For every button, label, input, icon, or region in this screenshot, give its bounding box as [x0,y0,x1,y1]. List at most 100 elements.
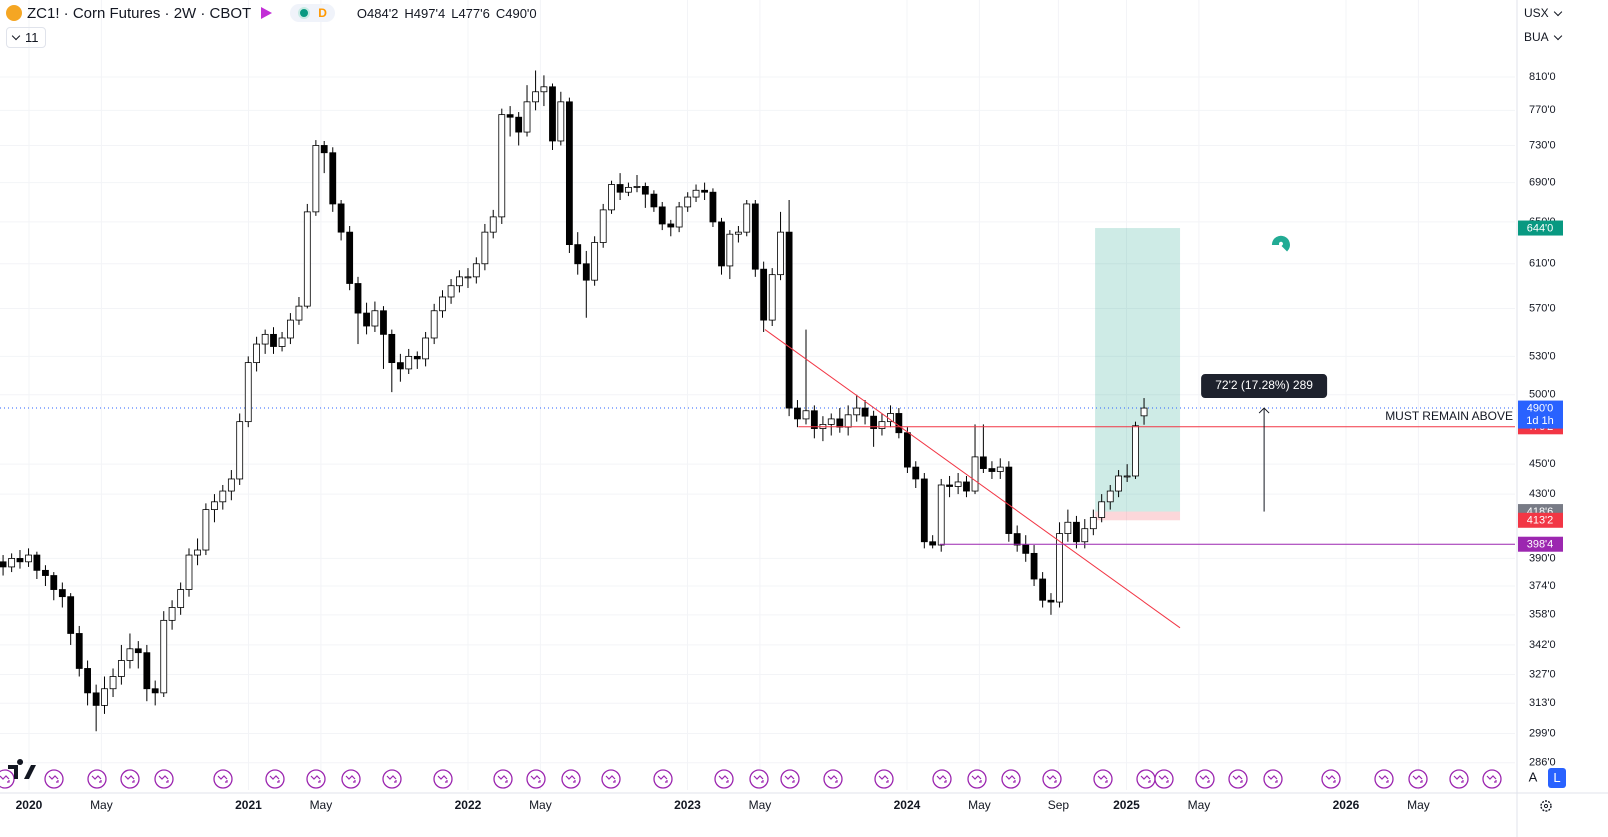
ohlc-values: O484'2 H497'4 L477'6 C490'0 [357,6,543,21]
x-tick-label: May [90,798,113,812]
candle-body [50,575,58,590]
magnet-icon[interactable] [1271,235,1290,252]
y-tick-label: 313'0 [1529,697,1556,709]
candle-body [608,184,615,211]
event-icon [493,769,513,789]
event-icon [526,769,546,789]
x-tick-label: 2026 [1333,798,1360,812]
candle-body [320,145,328,154]
event-icon [213,769,233,789]
event-icon [780,769,800,789]
candle-body [33,554,41,571]
event-icon [1449,769,1469,789]
event-arrow [437,775,448,783]
event-arrow [386,775,397,783]
event-icon [306,769,326,789]
candle-body [456,276,463,287]
candle-body [582,263,590,281]
candle-body [684,196,692,208]
symbol-title[interactable]: ZC1! · Corn Futures · 2W · CBOT [27,4,252,22]
candle-body [1140,407,1148,417]
candle-body [963,481,970,492]
candle-body [211,501,218,511]
unit-selector[interactable]: BUA [1524,30,1562,44]
candle-body [954,481,962,487]
currency-selector[interactable]: USX [1524,6,1562,20]
ohlc-key: L [451,5,459,21]
candle-body [481,231,489,265]
candle-body [16,558,24,563]
delay-badge: D [318,6,327,20]
candle-body [827,418,835,425]
candle-body [303,211,311,307]
candle-body [380,310,387,335]
y-tick-label: 690'0 [1529,176,1556,188]
y-tick-label: 374'0 [1529,580,1556,592]
event-icon [1482,769,1502,789]
candle-body [1013,533,1021,546]
interval-selector[interactable]: 11 [6,27,46,48]
x-tick-label: May [1407,798,1430,812]
market-status [298,7,311,19]
candle-body [844,414,852,428]
candle-body [971,456,979,492]
candle-body [777,231,784,276]
candle-body [751,203,759,270]
candle-body [887,413,894,423]
event-arrow [753,775,764,783]
candle-body [979,456,987,469]
candle-body [641,186,649,195]
last-price-label: 490'0 [1527,402,1554,414]
candle-body [785,231,793,409]
candle-body [337,203,345,233]
event-arrow [269,775,280,783]
price-label-box [1518,220,1563,236]
candle-body [996,466,1004,472]
candle-body [101,688,108,706]
event-icon [1001,769,1021,789]
candle-body [701,189,709,193]
candle-body [709,191,717,223]
event-arrow [657,775,668,783]
candle-body [726,233,734,267]
event-icon [749,769,769,789]
y-tick-label: 610'0 [1529,258,1556,270]
candle-body [498,114,506,218]
candle-body [489,216,497,233]
candle-body [439,296,446,312]
event-arrow [1412,775,1423,783]
event-arrow [718,775,729,783]
event-icon [561,769,581,789]
event-icon [0,769,15,789]
candle-body [946,484,953,487]
event-icon [120,769,140,789]
y-tick-label: 286'0 [1529,757,1556,769]
event-arrow [1325,775,1336,783]
event-icon [433,769,453,789]
event-icon [1093,769,1113,789]
scale-log[interactable]: L [1553,770,1560,785]
scale-log-bg[interactable] [1548,768,1566,788]
candle-body [1022,544,1030,554]
candle-body [117,660,125,677]
settings-icon[interactable] [1540,800,1552,812]
candle-body [143,652,151,690]
price-label: 644'0 [1527,222,1554,234]
price-label-box [1518,512,1563,528]
candle-body [67,596,75,634]
event-icon [382,769,402,789]
candle-body [523,101,531,133]
candle-body [160,619,168,694]
event-arrow [565,775,576,783]
event-icon [823,769,843,789]
candle-body [599,209,607,243]
scale-auto[interactable]: A [1529,769,1538,784]
candle-body [1132,425,1139,477]
candle-body [295,305,303,321]
flag-icon[interactable] [261,7,273,19]
candle-body [1123,475,1131,478]
event-arrow [91,775,102,783]
status-pill[interactable]: D [290,4,335,22]
level-text: MUST REMAIN ABOVE [1385,409,1513,423]
event-arrow [1378,775,1389,783]
